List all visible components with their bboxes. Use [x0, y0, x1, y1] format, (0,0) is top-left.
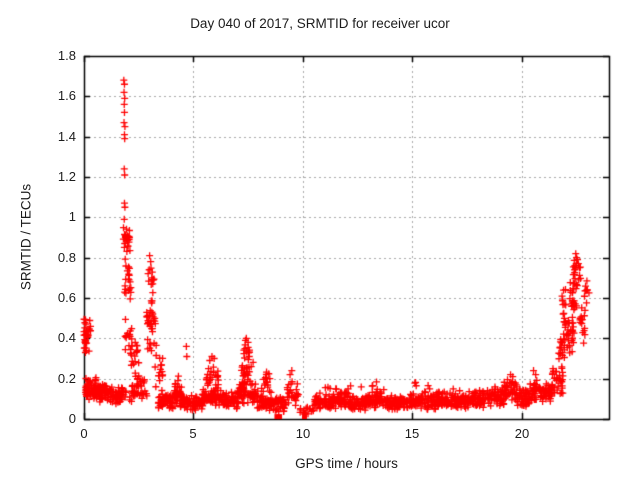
y-tick-label: 1.2	[57, 169, 76, 184]
chart-title: Day 040 of 2017, SRMTID for receiver uco…	[190, 16, 450, 31]
x-tick-label: 20	[514, 426, 530, 441]
y-tick-label: 0.8	[57, 250, 76, 265]
x-tick-label: 10	[295, 426, 311, 441]
x-tick-label: 0	[80, 426, 88, 441]
y-tick-label: 0.2	[57, 371, 76, 386]
x-tick-label: 15	[404, 426, 420, 441]
y-tick-label: 0.6	[57, 290, 76, 305]
y-tick-label: 1.6	[57, 88, 76, 103]
y-axis-title: SRMTID / TECUs	[18, 183, 34, 291]
y-tick-label: 1.8	[57, 48, 76, 63]
y-tick-label: 0.4	[57, 330, 76, 345]
y-tick-label: 0	[68, 411, 76, 426]
y-tick-label: 1.4	[57, 129, 76, 144]
y-tick-label: 1	[68, 209, 76, 224]
x-tick-label: 5	[189, 426, 197, 441]
x-axis-title: GPS time / hours	[295, 456, 398, 471]
